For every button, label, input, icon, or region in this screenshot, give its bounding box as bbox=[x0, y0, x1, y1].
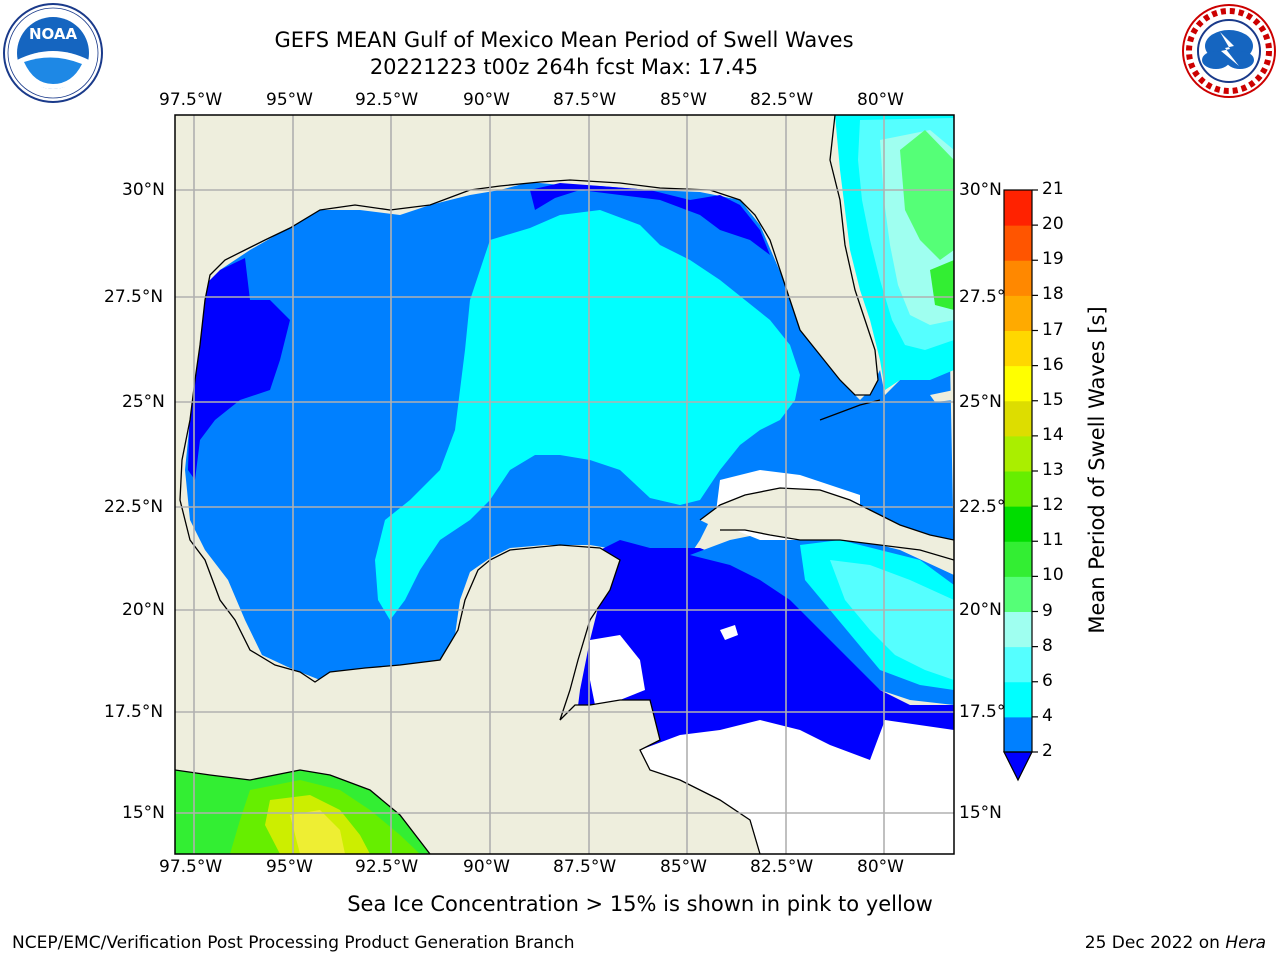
colorbar-swatch bbox=[1004, 225, 1032, 261]
lat-tick-left: 15°N bbox=[122, 803, 165, 823]
west-coast-swell-0-2s bbox=[188, 258, 290, 480]
lon-tick-top: 82.5°W bbox=[750, 90, 814, 110]
land-florida-keys bbox=[930, 390, 954, 402]
lon-tick-top: 80°W bbox=[857, 90, 904, 110]
lat-tick-left: 25°N bbox=[122, 392, 165, 412]
lon-tick-top: 90°W bbox=[463, 90, 510, 110]
lat-tick-right: 20°N bbox=[959, 600, 1002, 620]
nodata-caribbean-patch bbox=[720, 625, 738, 640]
colorbar-tick-label: 18 bbox=[1042, 284, 1064, 305]
lat-tick-right: 17.5°N bbox=[959, 702, 1019, 722]
land-us-gulf-coast bbox=[175, 115, 954, 395]
nodata-yucatan bbox=[590, 635, 645, 705]
lat-tick-right: 25°N bbox=[959, 392, 1002, 412]
footer-left: NCEP/EMC/Verification Post Processing Pr… bbox=[12, 933, 575, 953]
colorbar-tick-label: 9 bbox=[1042, 600, 1053, 621]
colorbar-title: Mean Period of Swell Waves [s] bbox=[1085, 306, 1109, 634]
colorbar-tick-label: 11 bbox=[1042, 530, 1064, 551]
colorbar-swatch bbox=[1004, 365, 1032, 402]
lon-tick-bottom: 95°W bbox=[266, 857, 313, 877]
lon-tick-bottom: 97.5°W bbox=[159, 857, 223, 877]
lat-tick-right: 27.5°N bbox=[959, 287, 1019, 307]
lon-tick-bottom: 90°W bbox=[463, 857, 510, 877]
lon-tick-bottom: 92.5°W bbox=[355, 857, 419, 877]
chart-title: GEFS MEAN Gulf of Mexico Mean Period of … bbox=[274, 28, 854, 52]
lat-tick-left: 22.5°N bbox=[104, 497, 164, 517]
lon-tick-top: 87.5°W bbox=[553, 90, 617, 110]
graticule bbox=[175, 115, 954, 854]
colorbar-tick-label: 10 bbox=[1042, 565, 1064, 586]
footer-right: 25 Dec 2022 on Hera bbox=[1085, 933, 1266, 953]
colorbar-tick-label: 6 bbox=[1042, 670, 1053, 691]
footer-date: 25 Dec 2022 on bbox=[1084, 933, 1220, 953]
noaa-logo-icon: NOAA bbox=[3, 3, 103, 103]
land-mexico-west bbox=[175, 115, 620, 854]
colorbar-swatch bbox=[1004, 400, 1032, 437]
colorbar-tick-label: 12 bbox=[1042, 495, 1064, 516]
atlantic-swell-9-10s bbox=[900, 130, 954, 260]
lat-tick-right: 30°N bbox=[959, 180, 1002, 200]
map-frame bbox=[174, 114, 955, 855]
chart-subtitle: 20221223 t00z 264h fcst Max: 17.45 bbox=[369, 55, 759, 79]
pacific-swell-14-15s bbox=[290, 810, 345, 854]
colorbar-swatch bbox=[1004, 435, 1032, 472]
lat-tick-left: 17.5°N bbox=[104, 702, 164, 722]
land-cuba bbox=[700, 488, 954, 560]
lon-tick-top: 92.5°W bbox=[355, 90, 419, 110]
lon-tick-bottom: 82.5°W bbox=[750, 857, 814, 877]
lat-tick-left: 27.5°N bbox=[104, 287, 164, 307]
colorbar-extend-triangle bbox=[1003, 751, 1033, 782]
colorbar-swatch bbox=[1004, 681, 1032, 718]
nws-logo-icon bbox=[1182, 4, 1276, 98]
lon-tick-bottom: 87.5°W bbox=[553, 857, 617, 877]
coastlines bbox=[175, 115, 954, 854]
colorbar-tick-label: 14 bbox=[1042, 424, 1064, 445]
colorbar-swatch bbox=[1004, 576, 1032, 612]
colorbar-swatch bbox=[1004, 471, 1032, 507]
lat-tick-left: 30°N bbox=[122, 180, 165, 200]
colorbar-swatch bbox=[1004, 716, 1032, 753]
colorbar-tick-label: 17 bbox=[1042, 319, 1064, 340]
lon-tick-bottom: 80°W bbox=[857, 857, 904, 877]
colorbar-swatch bbox=[1004, 330, 1032, 367]
lon-tick-top: 97.5°W bbox=[159, 90, 223, 110]
lon-tick-bottom: 85°W bbox=[660, 857, 707, 877]
colorbar-tick-label: 16 bbox=[1042, 354, 1064, 375]
colorbar-tick-label: 2 bbox=[1042, 741, 1053, 761]
caribbean-swell-6-8s bbox=[830, 560, 954, 680]
sea-ice-note-text: Sea Ice Concentration > 15% is shown in … bbox=[347, 892, 933, 916]
colorbar-swatch bbox=[1004, 295, 1032, 331]
colorbar-tick-label: 15 bbox=[1042, 389, 1064, 410]
north-coast-swell-0-2s bbox=[530, 183, 770, 255]
colorbar-tick-label: 19 bbox=[1042, 249, 1064, 270]
lat-tick-right: 22.5°N bbox=[959, 497, 1019, 517]
colorbar-swatch bbox=[1004, 611, 1032, 648]
colorbar-tick-label: 8 bbox=[1042, 635, 1053, 656]
colorbar-swatch bbox=[1004, 541, 1032, 577]
colorbar-tick-label: 21 bbox=[1042, 179, 1064, 199]
lon-tick-top: 85°W bbox=[660, 90, 707, 110]
lon-tick-top: 95°W bbox=[266, 90, 313, 110]
nodata-honduras bbox=[640, 720, 954, 854]
land-central-america bbox=[560, 700, 760, 854]
colorbar-tick-label: 20 bbox=[1042, 214, 1064, 235]
footer-host: Hera bbox=[1225, 933, 1266, 953]
lat-tick-left: 20°N bbox=[122, 600, 165, 620]
lat-tick-right: 15°N bbox=[959, 803, 1002, 823]
colorbar-swatch bbox=[1004, 506, 1032, 542]
colorbar-swatch bbox=[1004, 190, 1032, 226]
colorbar-swatch bbox=[1004, 646, 1032, 683]
sea-ice-note: Sea Ice Concentration > 15% is shown in … bbox=[0, 892, 1280, 916]
colorbar-tick-label: 4 bbox=[1042, 705, 1053, 726]
gulf-swell-4-6s bbox=[375, 210, 800, 620]
colorbar-tick-label: 13 bbox=[1042, 460, 1064, 480]
noaa-logo-text: NOAA bbox=[29, 25, 78, 43]
colorbar-swatch bbox=[1004, 260, 1032, 296]
